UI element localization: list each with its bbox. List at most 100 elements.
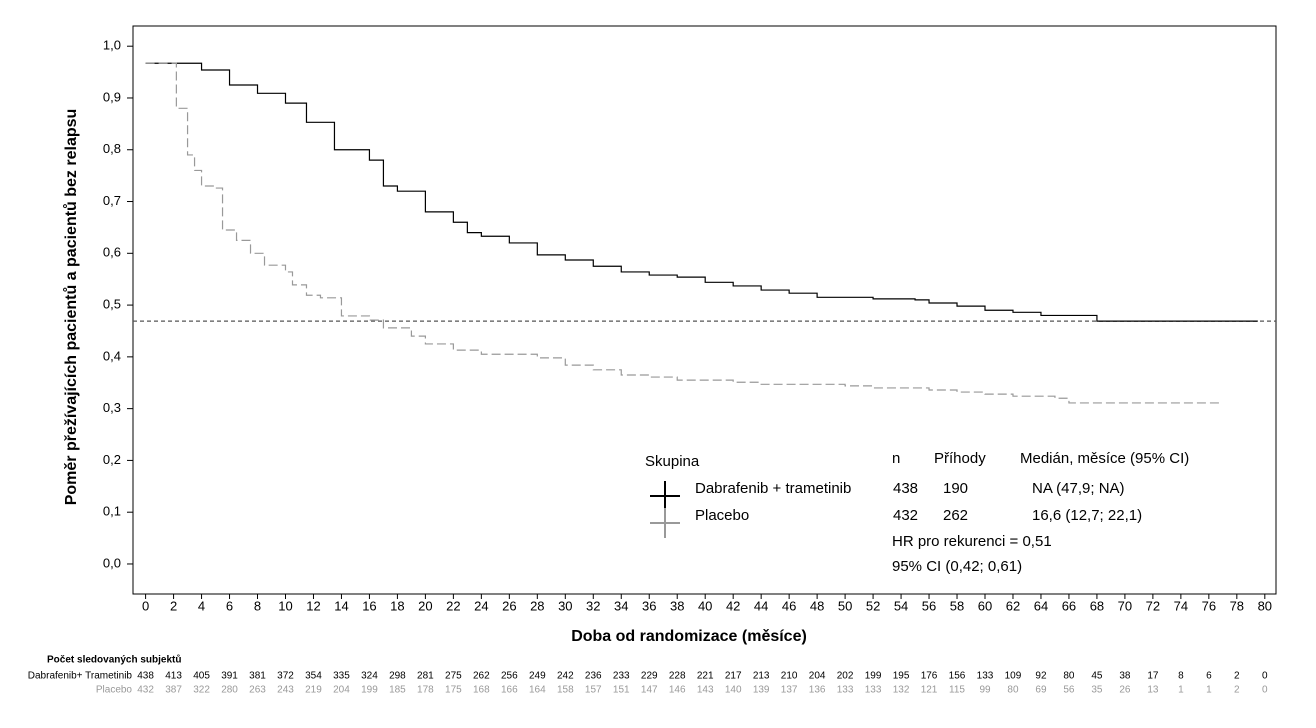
risk-count: 121 — [921, 685, 938, 696]
risk-count: 202 — [837, 671, 854, 682]
x-tick-label: 58 — [950, 598, 964, 613]
risk-count: 213 — [753, 671, 770, 682]
y-tick-label: 0,1 — [103, 504, 121, 519]
legend-median: 16,6 (12,7; 22,1) — [1032, 507, 1142, 524]
x-tick-label: 74 — [1174, 598, 1188, 613]
x-tick-label: 2 — [170, 598, 177, 613]
risk-count: 133 — [837, 685, 854, 696]
risk-count: 139 — [753, 685, 770, 696]
legend-median: NA (47,9; NA) — [1032, 480, 1125, 497]
risk-count: 166 — [501, 685, 518, 696]
risk-count: 156 — [949, 671, 966, 682]
x-tick-label: 6 — [226, 598, 233, 613]
y-tick-label: 0,8 — [103, 141, 121, 156]
risk-count: 137 — [781, 685, 798, 696]
risk-count: 136 — [809, 685, 826, 696]
risk-count: 115 — [949, 685, 965, 696]
x-tick-label: 48 — [810, 598, 824, 613]
risk-count: 195 — [893, 671, 910, 682]
risk-count: 405 — [193, 671, 210, 682]
x-tick-label: 42 — [726, 598, 740, 613]
x-tick-label: 44 — [754, 598, 768, 613]
x-tick-label: 68 — [1090, 598, 1104, 613]
risk-count: 335 — [333, 671, 350, 682]
x-tick-label: 34 — [614, 598, 628, 613]
x-tick-label: 14 — [334, 598, 348, 613]
x-tick-label: 64 — [1034, 598, 1048, 613]
risk-count: 387 — [165, 685, 182, 696]
x-tick-label: 52 — [866, 598, 880, 613]
risk-count: 80 — [1007, 685, 1019, 696]
x-tick-label: 24 — [474, 598, 488, 613]
y-axis-label: Poměr přežívajících pacientů a pacientů … — [63, 109, 80, 506]
survival-curve — [145, 62, 1258, 322]
x-tick-label: 66 — [1062, 598, 1076, 613]
risk-count: 17 — [1147, 671, 1159, 682]
risk-count: 219 — [305, 685, 322, 696]
legend-title: Skupina — [645, 453, 700, 470]
x-tick-label: 18 — [390, 598, 404, 613]
risk-count: 99 — [979, 685, 991, 696]
y-tick-label: 0,6 — [103, 245, 121, 260]
y-tick-label: 0,4 — [103, 348, 121, 363]
risk-count: 298 — [389, 671, 406, 682]
risk-count: 432 — [137, 685, 154, 696]
risk-count: 242 — [557, 671, 574, 682]
risk-count: 151 — [613, 685, 630, 696]
x-tick-label: 60 — [978, 598, 992, 613]
risk-count: 185 — [389, 685, 406, 696]
x-tick-label: 4 — [198, 598, 205, 613]
risk-count: 178 — [417, 685, 434, 696]
risk-count: 2 — [1234, 685, 1240, 696]
y-tick-label: 0,9 — [103, 89, 121, 104]
x-tick-label: 56 — [922, 598, 936, 613]
risk-count: 243 — [277, 685, 294, 696]
risk-count: 147 — [641, 685, 658, 696]
risk-count: 2 — [1234, 671, 1240, 682]
risk-count: 391 — [221, 671, 238, 682]
risk-count: 164 — [529, 685, 546, 696]
risk-count: 217 — [725, 671, 742, 682]
legend-label: Placebo — [695, 507, 749, 524]
risk-count: 324 — [361, 671, 378, 682]
x-tick-label: 78 — [1230, 598, 1244, 613]
x-tick-label: 80 — [1258, 598, 1272, 613]
risk-count: 372 — [277, 671, 294, 682]
x-tick-label: 38 — [670, 598, 684, 613]
risk-count: 8 — [1178, 671, 1184, 682]
x-tick-label: 30 — [558, 598, 572, 613]
risk-count: 1 — [1206, 685, 1212, 696]
risk-count: 221 — [697, 671, 714, 682]
legend-col: Medián, měsíce (95% CI) — [1020, 450, 1189, 467]
x-tick-label: 12 — [306, 598, 320, 613]
x-tick-label: 40 — [698, 598, 712, 613]
risk-row-label: Placebo — [96, 685, 133, 696]
risk-count: 263 — [249, 685, 266, 696]
legend-col: n — [892, 450, 900, 467]
y-tick-label: 0,0 — [103, 555, 121, 570]
x-tick-label: 22 — [446, 598, 460, 613]
legend-n: 432 — [893, 507, 918, 524]
annotation: 95% CI (0,42; 0,61) — [892, 558, 1022, 575]
risk-row-label: Dabrafenib+ Trametinib — [28, 671, 133, 682]
risk-count: 6 — [1206, 671, 1212, 682]
risk-count: 233 — [613, 671, 630, 682]
x-tick-label: 62 — [1006, 598, 1020, 613]
risk-count: 109 — [1005, 671, 1022, 682]
risk-count: 249 — [529, 671, 546, 682]
risk-count: 175 — [445, 685, 462, 696]
x-tick-label: 70 — [1118, 598, 1132, 613]
risk-count: 199 — [865, 671, 882, 682]
risk-count: 1 — [1178, 685, 1184, 696]
risk-count: 381 — [249, 671, 266, 682]
x-tick-label: 50 — [838, 598, 852, 613]
legend-label: Dabrafenib + trametinib — [695, 480, 851, 497]
risk-count: 80 — [1063, 671, 1075, 682]
risk-count: 262 — [473, 671, 490, 682]
risk-count: 236 — [585, 671, 602, 682]
x-tick-label: 8 — [254, 598, 261, 613]
risk-count: 275 — [445, 671, 462, 682]
y-tick-label: 0,2 — [103, 452, 121, 467]
x-axis-label: Doba od randomizace (měsíce) — [571, 628, 807, 645]
risk-count: 92 — [1035, 671, 1047, 682]
